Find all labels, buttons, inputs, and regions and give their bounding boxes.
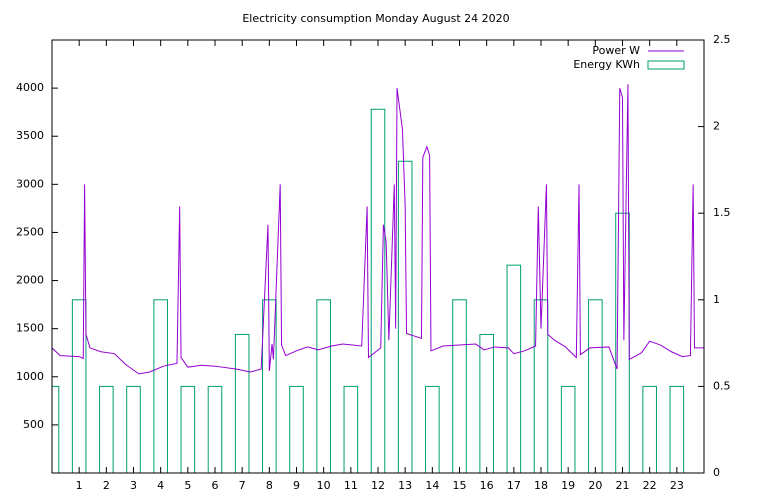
x-tick-label: 4 [157,479,164,492]
bar [234,333,250,473]
bar [52,385,60,473]
bar [560,385,576,473]
bar [588,299,603,473]
bar [370,108,386,473]
bar [180,385,196,473]
y-tick-label: 4000 [16,81,44,94]
y-tick-label: 500 [23,418,44,431]
chart-title: Electricity consumption Monday August 24… [242,12,509,25]
power-line [52,84,704,375]
x-tick-label: 8 [266,479,273,492]
y2-tick-label: 0 [713,466,720,479]
y-tick-label: 2000 [16,274,44,287]
x-tick-label: 21 [616,479,630,492]
x-tick-label: 23 [670,479,684,492]
bar [642,385,657,473]
bar [153,299,168,473]
x-tick-label: 9 [293,479,300,492]
x-tick-label: 20 [588,479,602,492]
bar [99,385,114,473]
y2-tick-label: 1.5 [713,206,731,219]
bar [207,385,223,473]
bar [479,333,494,473]
y-tick-label: 2500 [16,225,44,238]
x-tick-label: 2 [103,479,110,492]
x-tick-label: 12 [371,479,385,492]
bar [316,299,331,473]
x-tick-label: 3 [130,479,137,492]
bar [669,385,685,473]
bar [343,385,359,473]
x-tick-label: 14 [425,479,439,492]
legend-label: Energy KWh [573,58,640,71]
y-tick-label: 1500 [16,322,44,335]
legend-label: Power W [592,44,640,57]
x-tick-label: 6 [212,479,219,492]
y-tick-label: 1000 [16,370,44,383]
plot-area [52,84,704,473]
bar [289,385,304,473]
y-tick-label: 3000 [16,177,44,190]
y2-tick-label: 1 [713,293,720,306]
legend-swatch [647,60,685,70]
x-tick-label: 1 [76,479,83,492]
x-tick-label: 15 [453,479,467,492]
y2-tick-label: 2 [713,120,720,133]
plot-border [51,39,705,474]
bar [506,264,522,473]
x-tick-label: 22 [643,479,657,492]
bar [452,299,467,473]
x-tick-label: 16 [480,479,494,492]
x-tick-label: 7 [239,479,246,492]
bar [397,160,413,473]
x-tick-label: 19 [561,479,575,492]
bar [126,385,141,473]
bar [425,385,440,473]
x-tick-label: 11 [344,479,358,492]
x-tick-label: 13 [398,479,412,492]
x-tick-label: 10 [317,479,331,492]
y-tick-label: 3500 [16,129,44,142]
y2-tick-label: 2.5 [713,33,731,46]
x-tick-label: 5 [184,479,191,492]
x-tick-label: 18 [534,479,548,492]
y2-tick-label: 0.5 [713,379,731,392]
x-tick-label: 17 [507,479,521,492]
